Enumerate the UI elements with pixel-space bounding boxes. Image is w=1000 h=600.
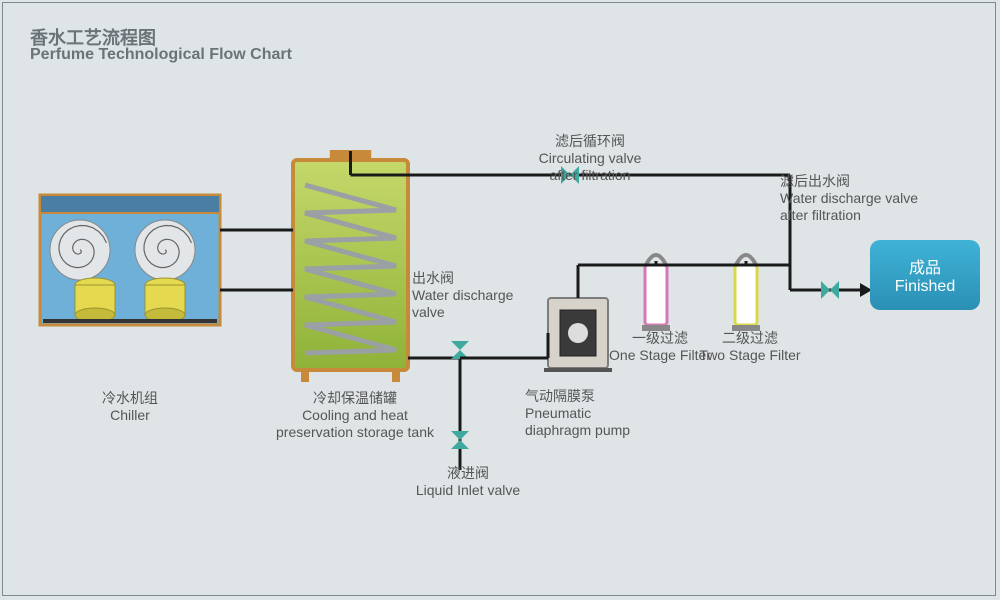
filter2-label: 二级过滤Two Stage Filter (695, 330, 805, 364)
liquid-inlet-valve-label: 液进阀Liquid Inlet valve (408, 465, 528, 499)
pump-label: 气动隔膜泵Pneumaticdiaphragm pump (525, 388, 645, 438)
chiller-label: 冷水机组Chiller (80, 390, 180, 424)
water-discharge-valve-label: 出水阀Water dischargevalve (412, 270, 532, 320)
circ-en: Circulating valveafter filtration (520, 150, 660, 184)
finished-cn: 成品 (909, 254, 941, 278)
finished-en: Finished (895, 278, 955, 296)
circ-valve-label: 滤后循环阀Circulating valveafter filtration (520, 133, 660, 183)
out-valve-label: 滤后出水阀Water discharge valveafter filtrati… (780, 173, 950, 223)
tank-label-en: Cooling and heatpreservation storage tan… (255, 407, 455, 441)
pump-en: Pneumaticdiaphragm pump (525, 405, 645, 439)
tank-label: 冷却保温储罐Cooling and heatpreservation stora… (255, 390, 455, 440)
wdv-en: Water dischargevalve (412, 287, 532, 321)
out-en: Water discharge valveafter filtration (780, 190, 950, 224)
finished-box: 成品 Finished (870, 240, 980, 310)
